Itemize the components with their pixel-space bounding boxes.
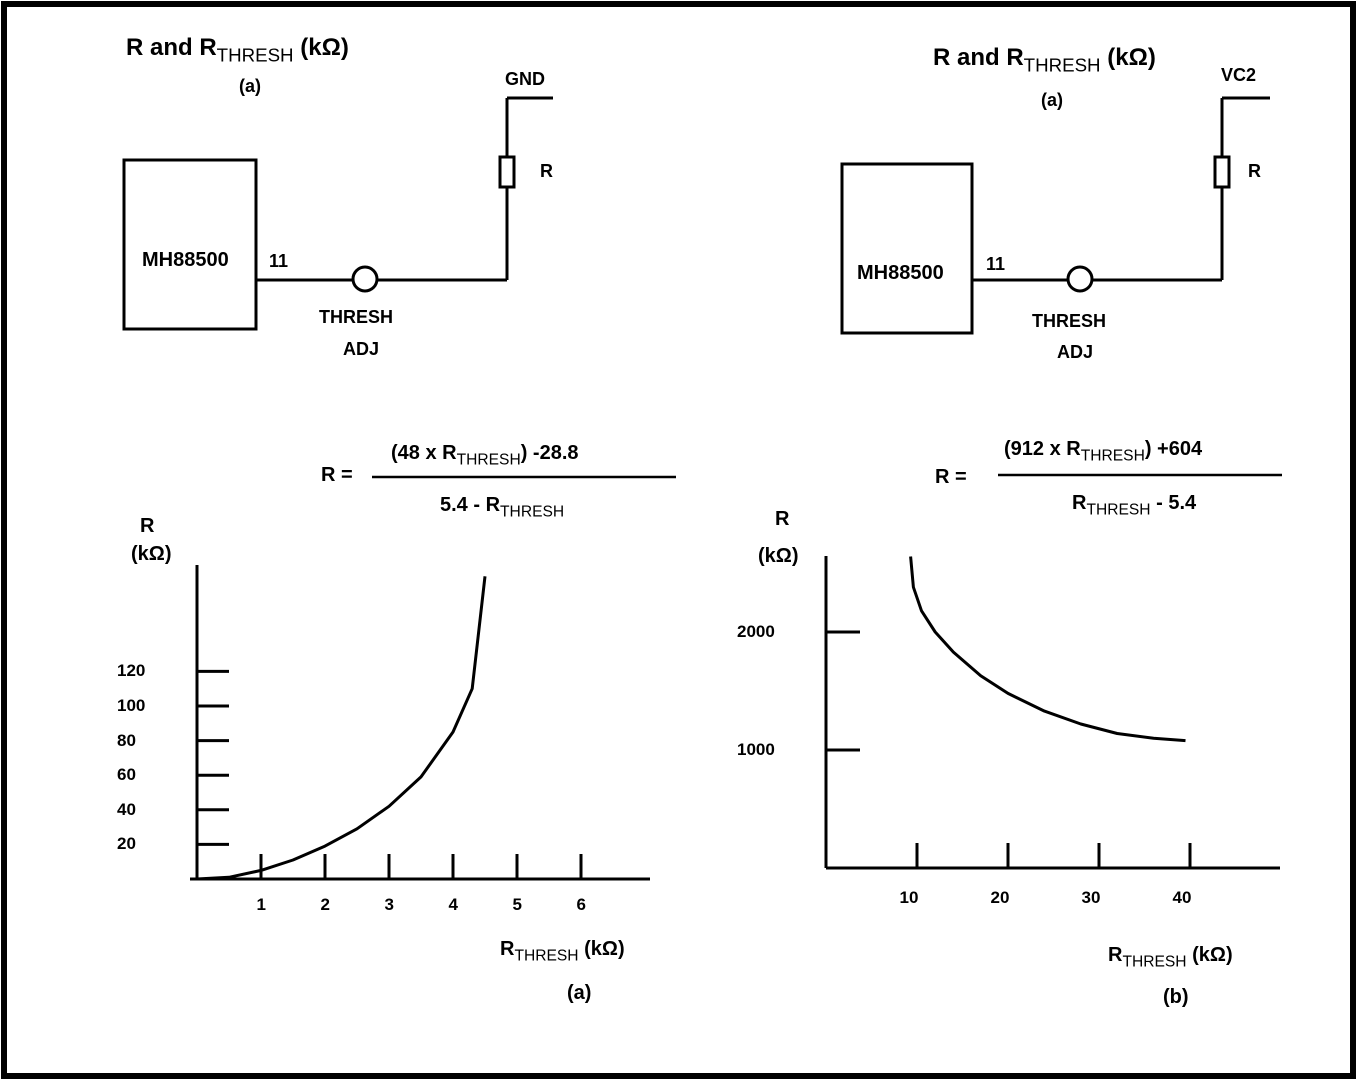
left-title-tag: (a) (239, 76, 261, 96)
chart-b-x-label-text: R (1108, 944, 1123, 966)
right-circuit (840, 96, 1270, 335)
right-chip-label: MH88500 (857, 262, 944, 284)
left-den-text: 5.4 - R (440, 494, 501, 516)
right-pot-label-2: ADJ (1057, 342, 1094, 362)
chart-b-x-label: RTHRESH (kΩ) (1108, 944, 1233, 971)
chart-a-x-tick-label: 6 (576, 895, 586, 914)
right-den-text: R (1072, 492, 1087, 514)
chart-b-caption: (b) (1163, 986, 1189, 1008)
left-den-subscript: THRESH (500, 503, 565, 521)
left-supply-label: GND (505, 69, 545, 89)
chart-a-y-tick-label: 20 (117, 834, 136, 854)
chart-b-x-tick-label: 10 (899, 888, 919, 907)
chart-a-y-tick-label: 60 (117, 765, 136, 785)
right-title-tag: (a) (1041, 90, 1063, 110)
chart-a-y-tick-label: 40 (117, 799, 136, 819)
chart-a-x-tick-label: 5 (512, 895, 522, 914)
left-pot-symbol (351, 265, 379, 293)
right-pot-label-1: THRESH (1032, 311, 1107, 331)
chart-b-x-tick-label: 40 (1172, 888, 1192, 907)
chart-a-x-label: RTHRESH (kΩ) (500, 938, 625, 965)
left-resistor-symbol (498, 155, 516, 189)
left-title-text: R and R (126, 34, 217, 61)
chart-b-y-tick-label: 2000 (737, 622, 775, 641)
right-num-text-2: ) +604 (1144, 438, 1203, 460)
right-formula-numerator: (912 x RTHRESH) +604 (1004, 438, 1202, 465)
right-resistor-label: R (1248, 161, 1261, 181)
left-title-subscript: THRESH (216, 44, 294, 66)
right-title-text: R and R (933, 44, 1024, 71)
right-den-text-2: - 5.4 (1156, 492, 1197, 514)
chart-a-x-tick-label: 1 (256, 895, 266, 914)
left-pin-label: 11 (269, 251, 289, 271)
chart-a-y-tick-label: 100 (117, 696, 146, 715)
chart-a (190, 565, 650, 881)
left-formula-lhs: R = (321, 464, 353, 486)
left-num-text: (48 x R (391, 442, 457, 464)
right-pot-symbol (1066, 265, 1094, 293)
right-formula-denominator: RTHRESH - 5.4 (1072, 492, 1196, 519)
chart-a-x-label-subscript: THRESH (514, 947, 579, 965)
chart-a-curve (196, 576, 487, 881)
left-title-units: (kΩ) (300, 34, 349, 61)
chart-b-y-label-2: (kΩ) (758, 545, 799, 567)
chart-a-y-tick-label: 120 (117, 661, 146, 681)
chart-a-caption: (a) (567, 982, 592, 1004)
left-num-text-2: ) -28.8 (520, 442, 579, 464)
left-resistor-label: R (540, 161, 553, 181)
right-num-subscript: THRESH (1080, 447, 1145, 465)
right-formula-lhs: R = (935, 466, 967, 488)
chart-b-x-label-units: (kΩ) (1192, 944, 1233, 966)
chart-b-x-label-subscript: THRESH (1122, 953, 1187, 971)
right-pin-label: 11 (986, 254, 1006, 274)
left-formula-numerator: (48 x RTHRESH) -28.8 (391, 442, 579, 469)
left-pot-label-2: ADJ (343, 339, 380, 359)
chart-b-x-tick-label: 20 (990, 888, 1010, 907)
right-title: R and RTHRESH (kΩ) (933, 44, 1156, 77)
left-chip-label: MH88500 (142, 249, 229, 271)
left-num-subscript: THRESH (456, 451, 521, 469)
chart-b-y-tick-label: 1000 (737, 740, 775, 759)
right-title-subscript: THRESH (1023, 54, 1101, 76)
right-supply-label: VC2 (1221, 65, 1257, 85)
right-title-units: (kΩ) (1107, 44, 1156, 71)
chart-b-y-label-1: R (775, 508, 790, 530)
chart-a-y-label-1: R (140, 515, 155, 537)
left-formula-denominator: 5.4 - RTHRESH (440, 494, 564, 521)
left-chip-box (122, 158, 258, 331)
right-chip-box (840, 162, 974, 335)
left-pot-label-1: THRESH (319, 307, 394, 327)
left-circuit (122, 96, 553, 331)
right-resistor-symbol (1213, 155, 1231, 189)
chart-b (824, 556, 1280, 870)
chart-a-x-label-text: R (500, 938, 515, 960)
chart-a-x-tick-label: 2 (320, 895, 330, 914)
right-num-text: (912 x R (1004, 438, 1081, 460)
chart-a-y-tick-label: 80 (117, 730, 136, 750)
chart-a-x-label-units: (kΩ) (584, 938, 625, 960)
chart-a-x-tick-label: 4 (448, 895, 458, 914)
chart-b-x-tick-label: 30 (1081, 888, 1101, 907)
left-title: R and RTHRESH (kΩ) (126, 34, 349, 67)
chart-a-x-tick-label: 3 (384, 895, 394, 914)
chart-b-curve (909, 556, 1186, 743)
right-den-subscript: THRESH (1086, 501, 1151, 519)
chart-a-y-label-2: (kΩ) (131, 543, 172, 565)
